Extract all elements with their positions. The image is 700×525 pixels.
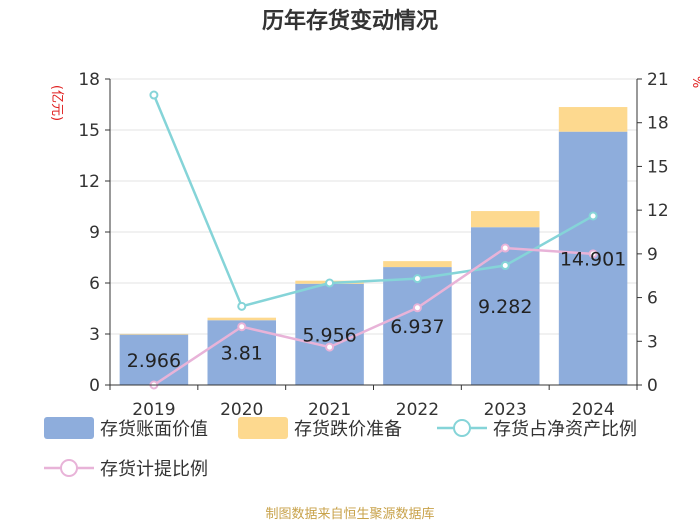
x-tick-label: 2023 bbox=[484, 400, 527, 420]
right-tick-label: 21 bbox=[647, 70, 669, 90]
point-存货占净资产比例-2020 bbox=[237, 301, 247, 311]
point-存货占净资产比例-2019 bbox=[149, 90, 159, 100]
data-labels: 2.966 3.81 5.956 6.937 9.282 14.901 bbox=[127, 248, 627, 371]
chart-title: 历年存货变动情况 bbox=[262, 8, 438, 34]
legend-label: 存货计提比例 bbox=[100, 459, 208, 480]
legend-label: 存货跌价准备 bbox=[294, 419, 402, 440]
axes: 0 3 6 9 12 15 18 0 3 6 9 12 15 18 21 2019 2020 2021 2022 20… bbox=[78, 70, 668, 420]
legend-marker bbox=[453, 419, 471, 437]
bar-存货账面价值-2019 bbox=[119, 334, 189, 385]
left-tick-label: 3 bbox=[89, 325, 100, 345]
legend-swatch bbox=[44, 417, 94, 439]
grid-lines bbox=[110, 78, 637, 335]
right-tick-label: 15 bbox=[647, 157, 669, 177]
line-存货计提比例 bbox=[153, 246, 594, 387]
bar-存货跌价准备-2023 bbox=[470, 211, 540, 228]
line-layer bbox=[149, 90, 598, 390]
right-axis-unit: % bbox=[689, 76, 700, 88]
legend-item-存货计提比例: 存货计提比例 bbox=[44, 459, 208, 480]
bar-value-label: 6.937 bbox=[390, 316, 444, 338]
right-tick-label: 0 bbox=[647, 376, 658, 396]
legend-label: 存货账面价值 bbox=[100, 419, 208, 440]
point-存货计提比例-2022 bbox=[412, 303, 422, 313]
x-tick-label: 2020 bbox=[220, 400, 263, 420]
point-存货计提比例-2023 bbox=[500, 243, 510, 253]
point-存货占净资产比例-2024 bbox=[588, 211, 598, 221]
left-tick-label: 12 bbox=[78, 172, 100, 192]
bar-value-label: 9.282 bbox=[478, 296, 532, 318]
left-tick-label: 6 bbox=[89, 274, 100, 294]
point-存货占净资产比例-2022 bbox=[412, 274, 422, 284]
point-存货计提比例-2024 bbox=[588, 249, 598, 259]
bar-value-label: 3.81 bbox=[221, 343, 263, 365]
left-tick-label: 0 bbox=[89, 376, 100, 396]
x-tick-label: 2019 bbox=[132, 400, 175, 420]
x-tick-label: 2024 bbox=[571, 400, 614, 420]
x-tick-label: 2022 bbox=[396, 400, 439, 420]
legend-marker bbox=[60, 459, 78, 477]
legend-item-存货跌价准备: 存货跌价准备 bbox=[238, 417, 402, 440]
left-axis-unit: (亿元) bbox=[49, 85, 64, 121]
bar-存货跌价准备-2024 bbox=[558, 107, 628, 132]
point-存货占净资产比例-2021 bbox=[325, 278, 335, 288]
legend-swatch bbox=[238, 417, 288, 439]
legend-item-存货占净资产比例: 存货占净资产比例 bbox=[437, 419, 637, 440]
bar-layer bbox=[119, 107, 628, 385]
bar-存货跌价准备-2019 bbox=[119, 333, 189, 335]
right-tick-label: 9 bbox=[647, 245, 658, 265]
bar-存货账面价值-2021 bbox=[295, 283, 364, 385]
bar-存货跌价准备-2022 bbox=[383, 261, 452, 268]
x-tick-label: 2021 bbox=[308, 400, 351, 420]
bar-存货账面价值-2022 bbox=[383, 267, 452, 385]
left-tick-label: 18 bbox=[78, 70, 100, 90]
left-tick-label: 9 bbox=[89, 223, 100, 243]
source-note: 制图数据来自恒生聚源数据库 bbox=[265, 506, 434, 522]
bar-存货跌价准备-2020 bbox=[207, 317, 277, 321]
right-tick-label: 18 bbox=[647, 114, 669, 134]
right-tick-label: 3 bbox=[647, 332, 658, 352]
bar-value-label: 14.901 bbox=[560, 248, 626, 270]
left-tick-label: 15 bbox=[78, 121, 100, 141]
bar-value-label: 5.956 bbox=[302, 324, 356, 346]
line-存货占净资产比例 bbox=[152, 94, 594, 308]
bar-value-label: 2.966 bbox=[127, 350, 181, 372]
right-tick-label: 12 bbox=[647, 201, 669, 221]
legend-item-存货账面价值: 存货账面价值 bbox=[44, 417, 208, 440]
right-tick-label: 6 bbox=[647, 289, 658, 309]
point-存货计提比例-2021 bbox=[325, 342, 335, 352]
legend-label: 存货占净资产比例 bbox=[493, 419, 637, 440]
point-存货计提比例-2020 bbox=[237, 322, 247, 332]
point-存货占净资产比例-2023 bbox=[500, 261, 510, 271]
